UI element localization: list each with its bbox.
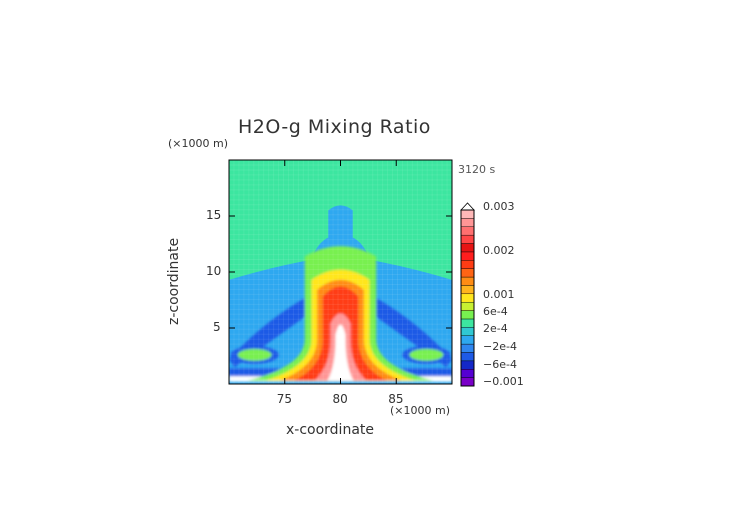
y-unit-label: (×1000 m): [168, 137, 229, 150]
colorbar-top-arrow: [460, 202, 475, 211]
colorbar-tick-label: 2e-4: [483, 322, 508, 335]
y-tick-label: 15: [206, 208, 222, 222]
colorbar-segment: [460, 327, 475, 336]
colorbar-segment: [460, 352, 475, 362]
colorbar-segment: [460, 209, 475, 219]
left-lobe-inner: [237, 348, 272, 361]
plume-group: [229, 246, 452, 382]
colorbar-segment: [460, 243, 475, 253]
colorbar-segment: [460, 335, 475, 345]
y-tick-label: 5: [213, 320, 221, 334]
colorbar-tick-label: −2e-4: [483, 340, 517, 353]
colorbar-segment: [460, 251, 475, 261]
colorbar-segment: [460, 285, 475, 295]
x-axis-label: x-coordinate: [286, 422, 375, 438]
colorbar-segment: [460, 310, 475, 320]
x-tick-label: 85: [388, 392, 404, 406]
colorbar-segment: [460, 234, 475, 244]
plume-layer-5: [327, 324, 354, 381]
colorbar-segment: [460, 318, 475, 328]
y-tick-label: 10: [206, 264, 222, 278]
colorbar-tick-label: −6e-4: [483, 358, 517, 371]
colorbar-segment: [460, 343, 475, 353]
colorbar-segment: [460, 369, 475, 378]
colorbar-frame: [460, 209, 475, 387]
x-tick-label: 80: [332, 392, 348, 406]
colorbar-tick-label: −0.001: [483, 375, 524, 388]
x-unit-label: (×1000 m): [390, 404, 451, 417]
x-tick-label: 75: [276, 392, 293, 406]
right-lobe-inner: [409, 348, 444, 361]
y-axis-label: z-coordinate: [166, 237, 182, 325]
colorbar-tick-label: 6e-4: [483, 305, 508, 318]
colorbar-segment: [460, 360, 475, 370]
colorbar-segment: [460, 276, 475, 286]
colorbar-segment: [460, 293, 475, 303]
colorbar-segment: [460, 218, 475, 227]
colorbar-segment: [460, 260, 475, 269]
dome-region: [328, 205, 353, 239]
colorbar-segment: [460, 377, 475, 387]
colorbar-segment: [460, 226, 475, 236]
colorbar-tick-label: 0.001: [483, 288, 515, 301]
colorbar-tick-label: 0.003: [483, 200, 515, 213]
colorbar-segment: [460, 301, 475, 311]
chart-title: H2O-g Mixing Ratio: [238, 116, 431, 138]
colorbar-tick-label: 0.002: [483, 244, 515, 257]
time-label: 3120 s: [458, 163, 496, 176]
colorbar-segment: [460, 268, 475, 278]
